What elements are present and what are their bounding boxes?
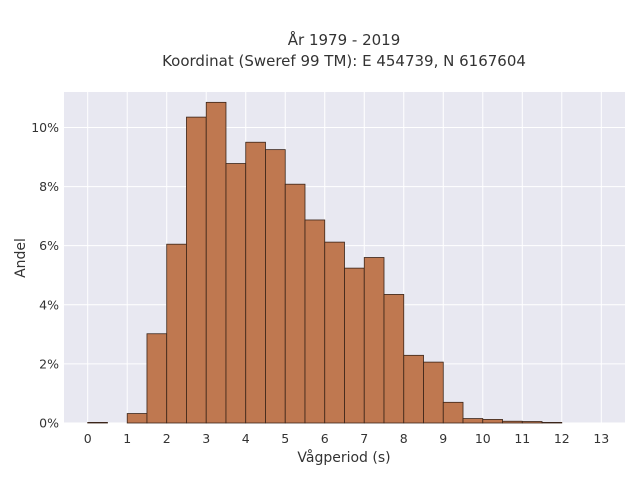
y-axis-label: Andel — [13, 238, 29, 278]
y-tick-labels: 0% 2% 4% 6% 8% 10% — [31, 120, 59, 431]
histogram-bar — [304, 219, 326, 424]
histogram-bar — [225, 163, 247, 424]
histogram-bar — [265, 149, 286, 424]
histogram-bar — [344, 267, 365, 424]
histogram-bar — [324, 241, 345, 424]
x-tick-label: 10 — [475, 431, 491, 446]
histogram-bar — [205, 101, 227, 424]
histogram-bar — [442, 401, 464, 424]
histogram-bar — [482, 419, 503, 424]
y-tick-label: 2% — [39, 356, 59, 371]
x-tick-label: 4 — [242, 431, 250, 446]
x-tick-label: 9 — [439, 431, 447, 446]
histogram-bar — [502, 420, 523, 424]
bars — [87, 101, 563, 424]
x-tick-label: 5 — [281, 431, 289, 446]
y-tick-label: 6% — [39, 238, 59, 253]
histogram-bar — [462, 418, 484, 424]
y-tick-label: 4% — [39, 297, 59, 312]
histogram-bar — [166, 243, 187, 424]
x-axis-label: Vågperiod (s) — [297, 449, 390, 466]
x-tick-label: 6 — [321, 431, 329, 446]
y-tick-label: 0% — [39, 416, 59, 431]
histogram-bar — [245, 141, 266, 424]
x-tick-label: 7 — [360, 431, 368, 446]
histogram-bar — [284, 183, 306, 424]
x-tick-label: 2 — [163, 431, 171, 446]
chart-title-line-1: År 1979 - 2019 — [288, 30, 401, 49]
chart-title-line-2: Koordinat (Sweref 99 TM): E 454739, N 61… — [162, 52, 526, 70]
histogram-bar — [126, 413, 148, 424]
x-tick-label: 8 — [400, 431, 408, 446]
x-tick-label: 1 — [123, 431, 131, 446]
histogram-bar — [521, 421, 543, 424]
x-tick-label: 3 — [202, 431, 210, 446]
histogram-bar — [403, 354, 424, 424]
y-tick-label: 10% — [31, 120, 59, 135]
histogram-bar — [186, 116, 207, 424]
histogram-bar — [146, 333, 168, 424]
x-tick-label: 11 — [514, 431, 530, 446]
x-tick-label: 12 — [554, 431, 570, 446]
x-tick-label: 0 — [84, 431, 92, 446]
histogram-bar — [423, 361, 444, 424]
histogram-bar — [87, 422, 108, 424]
histogram-bar — [383, 294, 405, 424]
histogram-bar — [363, 257, 385, 424]
x-tick-label: 13 — [593, 431, 609, 446]
x-tick-labels: 0 1 2 3 4 5 6 7 8 9 10 11 12 13 — [84, 431, 610, 446]
histogram-bar — [541, 422, 563, 424]
y-tick-label: 8% — [39, 179, 59, 194]
